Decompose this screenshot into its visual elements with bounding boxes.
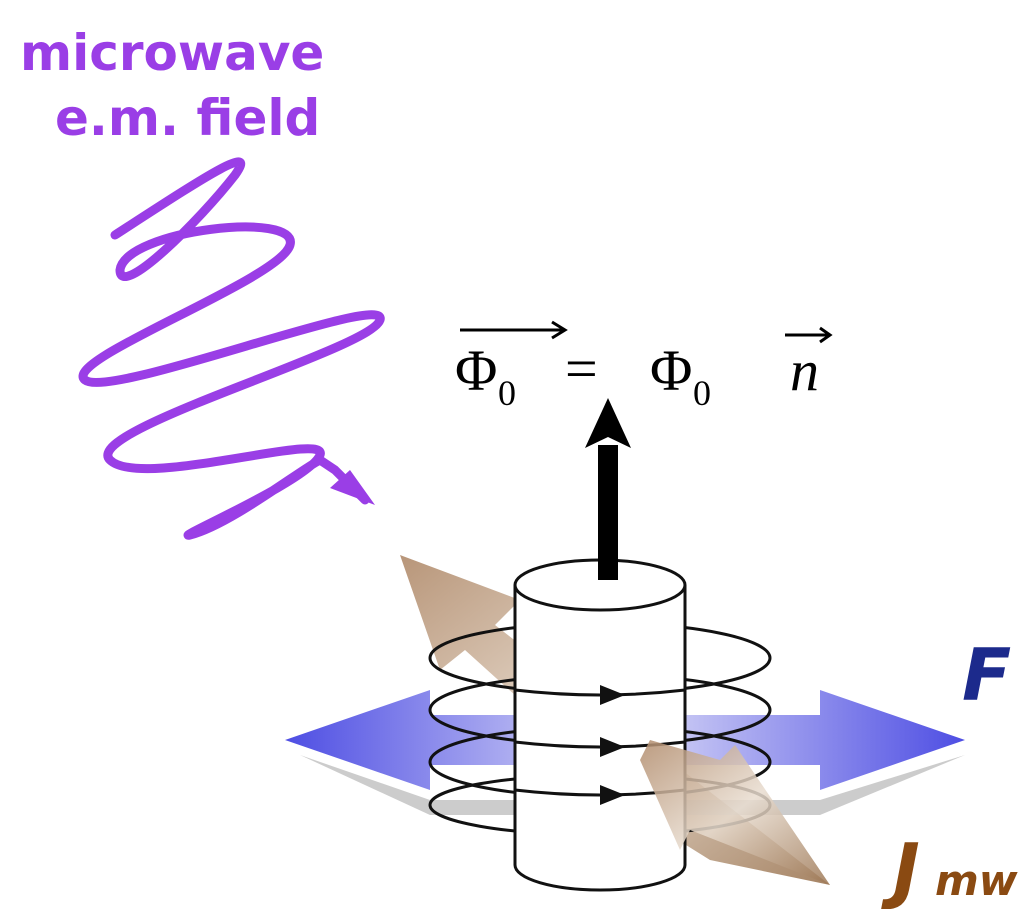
flux-arrow bbox=[598, 445, 618, 580]
vector-arrows bbox=[460, 322, 830, 342]
force-label: F bbox=[962, 633, 1011, 717]
formula-rhs: Φ bbox=[650, 338, 692, 403]
wave-label: e.m. field bbox=[55, 89, 320, 147]
current-label: J bbox=[881, 828, 920, 909]
wave-label: microwave bbox=[20, 24, 324, 82]
formula-sub: 0 bbox=[693, 373, 711, 413]
formula-sub: 0 bbox=[498, 373, 516, 413]
formula-vec: n bbox=[790, 338, 819, 403]
current-sub: mw bbox=[935, 856, 1018, 905]
diagram: microwave e.m. field Φ 0 = Φ 0 n bbox=[0, 0, 1030, 909]
formula-eq: = bbox=[565, 336, 598, 401]
flux-arrowhead bbox=[585, 398, 631, 448]
formula-lhs: Φ bbox=[455, 338, 497, 403]
microwave-wave bbox=[83, 162, 380, 535]
